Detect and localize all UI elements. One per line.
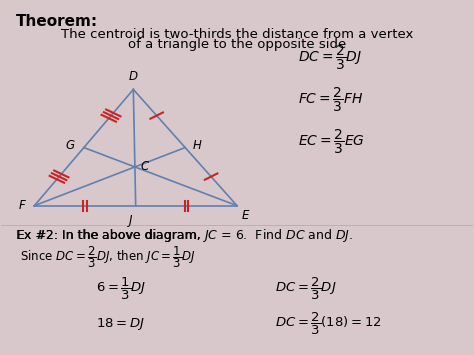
Text: of a triangle to the opposite side: of a triangle to the opposite side	[128, 38, 346, 51]
Text: G: G	[65, 139, 74, 152]
Text: $DC = \dfrac{2}{3}(18) = 12$: $DC = \dfrac{2}{3}(18) = 12$	[275, 311, 382, 337]
Text: F: F	[19, 199, 26, 212]
Text: Theorem:: Theorem:	[16, 14, 98, 29]
Text: E: E	[241, 209, 249, 222]
Text: Ex #2: In the above diagram, $JC$ = 6.  Find $DC$ and $DJ$.: Ex #2: In the above diagram, $JC$ = 6. F…	[16, 227, 353, 244]
Text: $EC = \dfrac{2}{3}EG$: $EC = \dfrac{2}{3}EG$	[298, 128, 365, 157]
Text: H: H	[192, 139, 201, 152]
Text: The centroid is two-thirds the distance from a vertex: The centroid is two-thirds the distance …	[61, 28, 413, 41]
Text: $DC = \dfrac{2}{3}DJ$: $DC = \dfrac{2}{3}DJ$	[298, 44, 363, 72]
Text: D: D	[129, 70, 138, 83]
Text: Ex #2: In the above diagram,: Ex #2: In the above diagram,	[16, 229, 204, 242]
Text: $FC = \dfrac{2}{3}FH$: $FC = \dfrac{2}{3}FH$	[298, 86, 364, 114]
Text: $18 = DJ$: $18 = DJ$	[96, 316, 145, 332]
Text: J: J	[129, 214, 133, 228]
Text: Since $DC = \dfrac{2}{3}DJ$, then $JC = \dfrac{1}{3}DJ$: Since $DC = \dfrac{2}{3}DJ$, then $JC = …	[20, 244, 196, 269]
Text: C: C	[140, 160, 149, 173]
Text: $DC = \dfrac{2}{3}DJ$: $DC = \dfrac{2}{3}DJ$	[275, 275, 336, 301]
Text: $6 = \dfrac{1}{3}DJ$: $6 = \dfrac{1}{3}DJ$	[96, 275, 146, 301]
